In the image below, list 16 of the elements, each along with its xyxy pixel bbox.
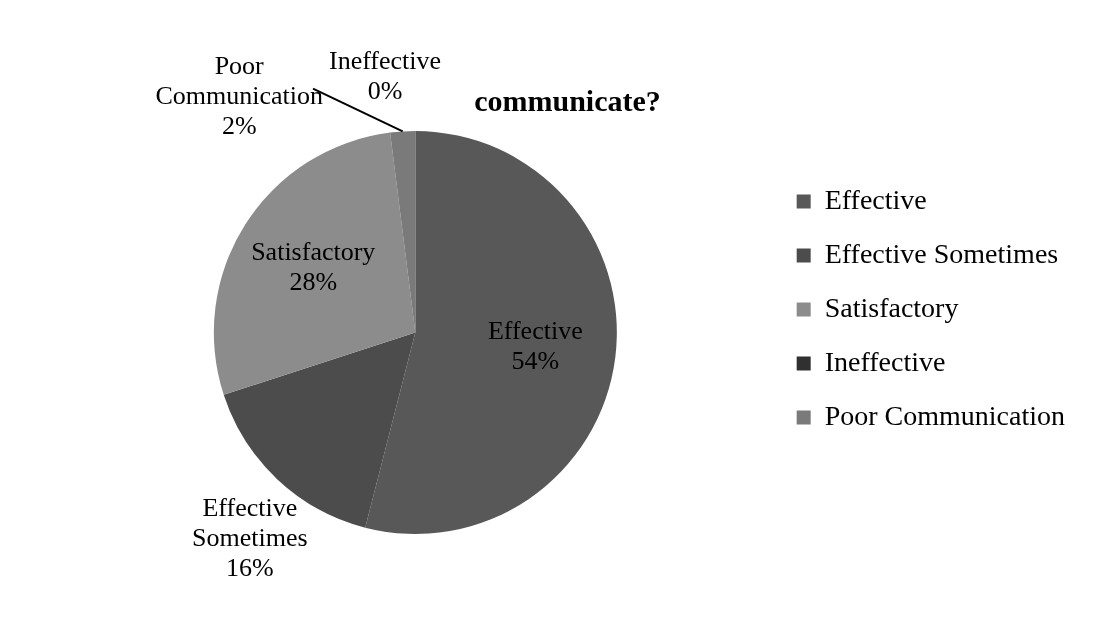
data-label: 16%	[225, 552, 274, 582]
category-label: Ineffective	[328, 46, 442, 76]
data-label: 28%	[289, 266, 338, 296]
legend-label: Poor Communication	[824, 399, 1065, 431]
slice-label: Effective	[487, 316, 583, 346]
legend-label: Satisfactory	[824, 291, 959, 323]
legend-label: Effective	[824, 183, 927, 215]
slice-label: Poor Communication	[155, 51, 323, 111]
data-label: 2%	[221, 111, 257, 141]
legend-label: Ineffective	[824, 345, 946, 377]
text: communicate?	[474, 83, 661, 117]
legend-label: Effective Sometimes	[824, 237, 1059, 269]
data-label: 54%	[511, 346, 560, 376]
slice-label: Satisfactory	[251, 236, 376, 266]
text: 0%	[367, 76, 403, 106]
slice-label: Effective Sometimes	[192, 492, 308, 552]
